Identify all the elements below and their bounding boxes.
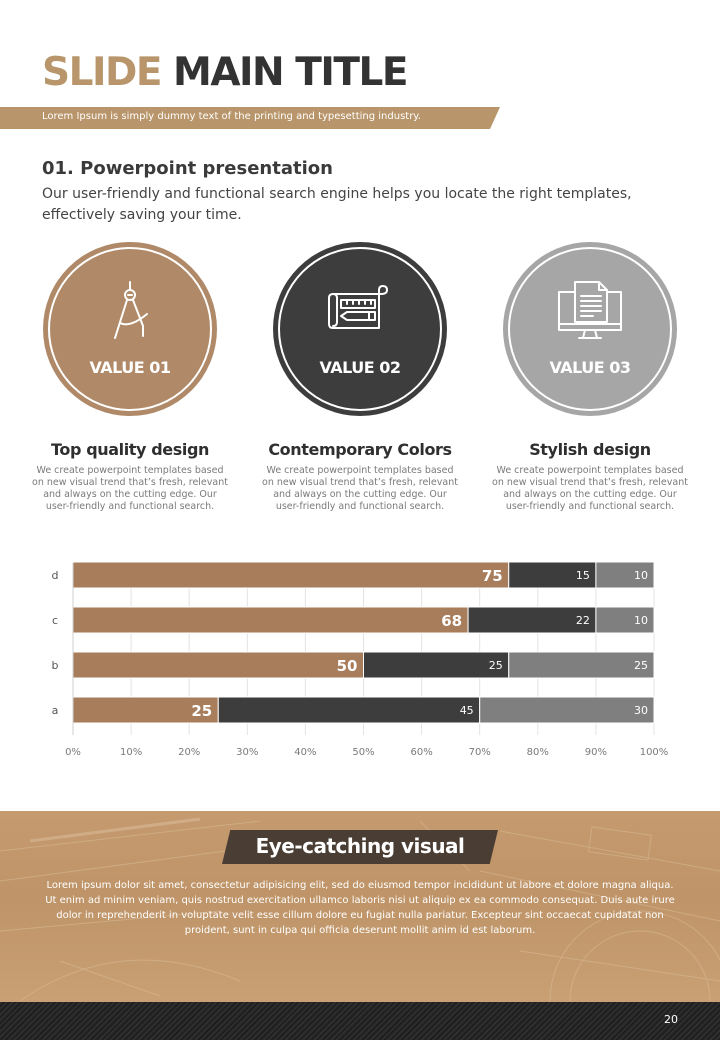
bar-data-label: 50 [337,657,358,675]
slide-title: SLIDE MAIN TITLE [42,50,408,96]
slide-title-rest: MAIN TITLE [173,50,408,95]
bar-data-label: 30 [634,704,648,717]
value-circle-3: VALUE 03 [503,242,677,416]
category-label: b [52,659,59,672]
bar-segment [467,606,597,634]
bar-data-label: 25 [489,659,503,672]
visual-text: Lorem ipsum dolor sit amet, consectetur … [45,880,675,936]
bar-segment [595,561,655,589]
x-tick-label: 60% [410,747,432,758]
value-circle-ring [48,247,212,411]
bar-segment [508,651,655,679]
feature-title-3: Stylish design [529,440,651,459]
x-tick-label: 70% [469,747,491,758]
slide-title-accent: SLIDE [42,50,162,95]
category-label: d [52,569,59,582]
bar-segment [72,561,510,589]
category-label: a [52,704,59,717]
bar-segment [363,651,510,679]
bar-data-label: 25 [191,702,212,720]
bar-data-label: 15 [576,569,590,582]
stacked-bar-chart: 0% 10% 20% 30% 40% 50% 60% 70% 80% 90% 100% a 25 45 30… [52,561,669,758]
value-circle-ring [278,247,442,411]
bar-segment [508,561,597,589]
x-tick-label: 10% [120,747,142,758]
value-circle-1: VALUE 01 [43,242,217,416]
x-tick-label: 30% [236,747,258,758]
bar-data-label: 75 [482,567,503,585]
visual-title-box: Eye-catching visual [222,830,498,864]
feature-text-3: We create powerpoint templates based on … [492,465,688,512]
footer-bar: 20 [0,1002,720,1040]
subtitle-text: Lorem Ipsum is simply dummy text of the … [42,111,421,122]
bar-data-label: 10 [634,569,648,582]
feature-text-1: We create powerpoint templates based on … [32,465,228,512]
bar-data-label: 68 [441,612,462,630]
bar-data-label: 22 [576,614,590,627]
visual-title: Eye-catching visual [255,834,465,858]
bar-segment [72,606,469,634]
value-circle-ring [508,247,672,411]
bar-segment [217,696,481,724]
feature-text-2: We create powerpoint templates based on … [262,465,458,512]
bar-data-label: 45 [460,704,474,717]
feature-title-2: Contemporary Colors [268,440,452,459]
section-text: Our user-friendly and functional search … [42,186,632,223]
blueprint-ruler-icon [328,285,388,329]
x-tick-label: 20% [178,747,200,758]
x-tick-label: 80% [527,747,549,758]
feature-2: Contemporary Colors We create powerpoint… [260,440,460,513]
bar-segment [72,696,219,724]
visual-banner: Eye-catching visual Lorem ipsum dolor si… [0,811,720,1002]
feature-3: Stylish design We create powerpoint temp… [490,440,690,513]
bar-segment [595,606,655,634]
bar-data-label: 10 [634,614,648,627]
bar-data-label: 25 [634,659,648,672]
value-circle-2: VALUE 02 [273,242,447,416]
feature-1: Top quality design We create powerpoint … [30,440,230,513]
subtitle-band: Lorem Ipsum is simply dummy text of the … [0,107,500,129]
x-tick-label: 40% [294,747,316,758]
section-heading: 01. Powerpoint presentation [42,158,333,179]
bar-segment [72,651,364,679]
page-number: 20 [664,1013,678,1026]
value-label-1: VALUE 01 [89,358,171,377]
monitor-document-icon [558,281,622,339]
category-label: c [52,614,58,627]
x-tick-label: 90% [585,747,607,758]
bar-segment [479,696,655,724]
feature-title-1: Top quality design [50,440,210,459]
compass-icon [114,281,148,339]
value-label-3: VALUE 03 [549,358,631,377]
x-tick-label: 50% [352,747,374,758]
value-label-2: VALUE 02 [319,358,401,377]
x-tick-label: 100% [640,747,669,758]
x-tick-label: 0% [65,747,81,758]
